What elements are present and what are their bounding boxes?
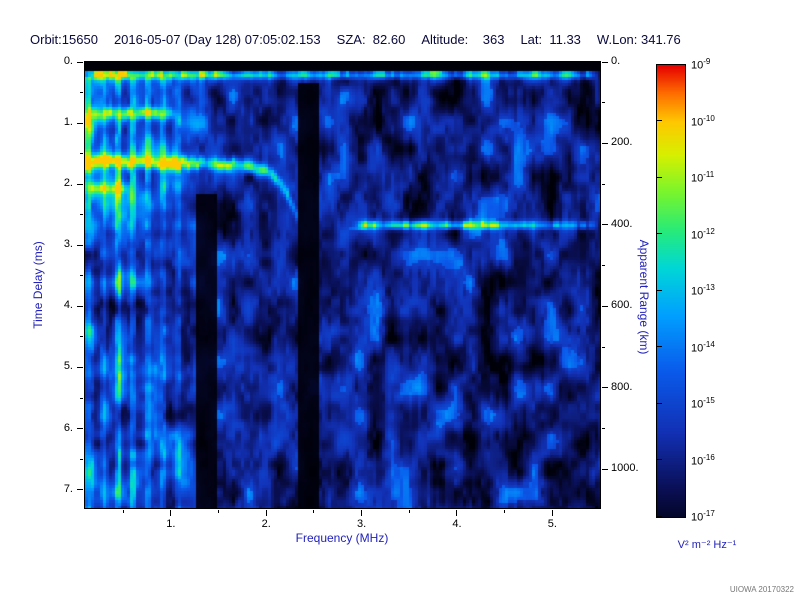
x-axis-label: Frequency (MHz) (295, 531, 389, 545)
y-axis-tick (77, 122, 83, 124)
y-tick-label: 5. (63, 360, 73, 373)
y-tick-label: 1. (63, 116, 73, 129)
colorbar-tick-label: 10-12 (691, 226, 715, 242)
colorbar-tick-label: 10-13 (691, 283, 715, 298)
right-axis-tick (602, 224, 608, 226)
x-axis-tick (361, 510, 363, 516)
right-axis-tick (602, 142, 608, 144)
right-tick-label: 1000. (611, 462, 639, 475)
x-tick-label: 1. (166, 518, 176, 530)
y-axis-minor-tick (80, 336, 83, 338)
y-tick-label: 7. (63, 482, 73, 495)
y-tick-label: 6. (63, 421, 73, 434)
right-tick-label: 0. (611, 55, 621, 67)
right-tick-label: 200. (611, 136, 633, 149)
x-tick-label: 4. (452, 518, 462, 530)
y-axis-minor-tick (80, 153, 83, 155)
right-axis-minor-tick (602, 428, 605, 430)
y-tick-label: 2. (63, 177, 73, 190)
x-axis-minor-tick (313, 510, 315, 513)
colorbar-tick-label: 10-11 (691, 170, 715, 185)
spectrogram-canvas (85, 62, 600, 508)
colorbar-tick-label: 10-17 (691, 509, 715, 524)
x-axis-tick (551, 510, 553, 516)
right-axis-tick (602, 387, 608, 389)
x-axis-tick (456, 510, 458, 516)
right-axis-label: Apparent Range (km) (637, 239, 651, 355)
colorbar-tick-label: 10-15 (691, 396, 715, 411)
colorbar-canvas (657, 65, 685, 517)
colorbar-units: V² m⁻² Hz⁻¹ (677, 539, 737, 551)
header-altitude: Altitude: 363 (421, 32, 505, 47)
y-axis-tick (77, 489, 83, 491)
right-tick-label: 400. (611, 217, 633, 230)
x-tick-label: 5. (547, 518, 557, 530)
watermark: UIOWA 20170322 (729, 585, 794, 594)
header-datetime: 2016-05-07 (Day 128) 07:05:02.153 (113, 32, 321, 47)
plot-frame (84, 61, 601, 509)
right-axis-minor-tick (602, 265, 605, 267)
y-axis-tick (77, 61, 83, 63)
header-sza: SZA: 82.60 (336, 32, 406, 47)
header-wlon: W.Lon: 341.76 (596, 32, 681, 47)
x-tick-label: 3. (356, 518, 367, 530)
header-lat: Lat: 11.33 (520, 32, 581, 47)
x-tick-label: 2. (261, 518, 271, 530)
right-tick-label: 600. (611, 299, 633, 312)
header-info: Orbit:15650 2016-05-07 (Day 128) 07:05:0… (30, 32, 681, 47)
x-axis-minor-tick (218, 510, 220, 513)
header-orbit: Orbit:15650 (30, 32, 98, 47)
x-axis-tick (265, 510, 267, 516)
colorbar-tick-label: 10-9 (691, 57, 711, 72)
y-axis-minor-tick (80, 458, 83, 460)
y-axis-minor-tick (80, 397, 83, 399)
right-axis-tick (602, 468, 608, 470)
y-axis-tick (77, 305, 83, 307)
right-axis-tick (602, 61, 608, 63)
right-axis-minor-tick (602, 102, 605, 104)
colorbar (656, 64, 686, 518)
right-axis-minor-tick (602, 183, 605, 185)
colorbar-tick-label: 10-16 (691, 452, 715, 468)
right-tick-label: 800. (611, 380, 633, 393)
right-axis-minor-tick (602, 346, 605, 348)
x-axis-minor-tick (122, 510, 124, 513)
x-axis-minor-tick (504, 510, 506, 513)
y-axis-tick (77, 428, 83, 430)
x-axis-minor-tick (408, 510, 410, 513)
x-axis-tick (170, 510, 172, 516)
y-axis-tick (77, 244, 83, 246)
colorbar-tick-label: 10-14 (691, 339, 715, 355)
right-axis-tick (602, 305, 608, 307)
y-axis-minor-tick (80, 275, 83, 277)
y-axis-minor-tick (80, 92, 83, 94)
y-tick-label: 0. (63, 55, 73, 67)
y-axis-tick (77, 183, 83, 185)
colorbar-tick-label: 10-10 (691, 113, 715, 129)
y-axis-tick (77, 366, 83, 368)
y-axis-minor-tick (80, 214, 83, 216)
y-axis-label: Time Delay (ms) (31, 241, 45, 329)
